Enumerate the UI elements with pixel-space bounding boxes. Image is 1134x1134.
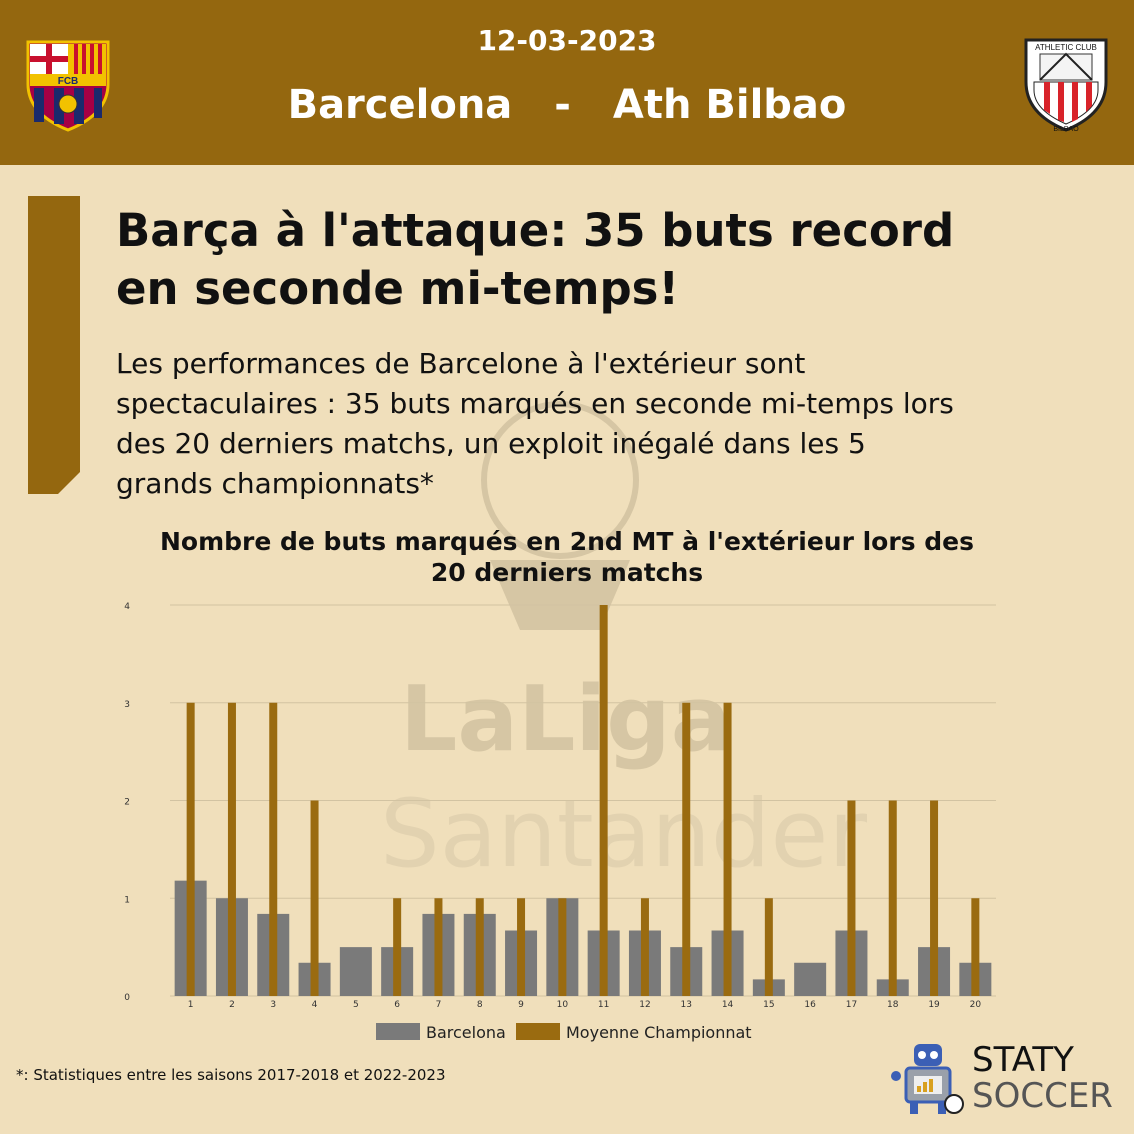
x-tick-label: 18 — [887, 1000, 899, 1010]
description: Les performances de Barcelone à l'extéri… — [116, 344, 1096, 504]
x-tick-label: 19 — [928, 1000, 940, 1010]
x-tick-label: 20 — [970, 1000, 982, 1010]
headline-accent-bar — [28, 196, 80, 494]
legend-swatch-moyenne-championnat — [516, 1023, 560, 1040]
headline-line-1: Barça à l'attaque: 35 buts record — [116, 204, 955, 257]
bar-moyenne-championnat — [764, 898, 773, 996]
x-tick-label: 5 — [353, 1000, 359, 1010]
team-separator: - — [554, 82, 571, 128]
legend-swatch-barcelona — [376, 1023, 420, 1040]
x-tick-label: 14 — [722, 1000, 734, 1010]
brand-line-1: STATY — [972, 1040, 1074, 1080]
x-tick-label: 7 — [436, 1000, 442, 1010]
brand-line-2: SOCCER — [972, 1076, 1113, 1116]
match-teams: Barcelona - Ath Bilbao — [0, 82, 1134, 128]
watermark-laliga-text: LaLiga — [400, 667, 731, 772]
away-team-name: Ath Bilbao — [612, 82, 847, 128]
x-tick-label: 1 — [188, 1000, 194, 1010]
chart-title-line-2: 20 derniers matchs — [430, 558, 704, 587]
x-tick-label: 15 — [763, 1000, 774, 1010]
staty-robot-icon — [891, 1044, 964, 1114]
bar-moyenne-championnat — [723, 702, 732, 996]
athletic-bilbao-crest-icon: ATHLETIC CLUB BILBAO — [1024, 38, 1108, 133]
bar-barcelona — [794, 962, 827, 996]
athletic-crest-bottom-text: BILBAO — [1053, 126, 1079, 133]
bar-moyenne-championnat — [971, 898, 980, 996]
staty-soccer-brand: STATY SOCCER — [972, 1042, 1113, 1114]
bar-moyenne-championnat — [682, 702, 691, 996]
bar-moyenne-championnat — [930, 800, 939, 996]
x-tick-label: 13 — [681, 1000, 692, 1010]
bar-barcelona — [339, 947, 372, 996]
y-tick-label: 0 — [124, 993, 130, 1003]
match-date: 12-03-2023 — [477, 24, 657, 57]
legend-label-barcelona: Barcelona — [426, 1023, 506, 1042]
bar-moyenne-championnat — [558, 898, 567, 996]
bar-moyenne-championnat — [640, 898, 649, 996]
watermark-santander-text: Santander — [380, 780, 867, 880]
y-tick-label: 2 — [124, 798, 130, 808]
description-line-3: des 20 derniers matchs, un exploit inéga… — [116, 427, 866, 460]
y-tick-label: 4 — [124, 602, 130, 612]
headline-line-2: en seconde mi-temps! — [116, 262, 679, 315]
home-team-name: Barcelona — [287, 82, 513, 128]
x-tick-label: 17 — [846, 1000, 857, 1010]
barcelona-crest-text: FCB — [58, 76, 79, 87]
bar-moyenne-championnat — [269, 702, 278, 996]
bar-moyenne-championnat — [475, 898, 484, 996]
x-tick-label: 6 — [394, 1000, 400, 1010]
x-tick-label: 9 — [518, 1000, 524, 1010]
x-tick-label: 4 — [312, 1000, 318, 1010]
y-tick-label: 1 — [124, 895, 130, 905]
x-tick-label: 10 — [557, 1000, 569, 1010]
x-tick-label: 2 — [229, 1000, 235, 1010]
chart-title-line-1: Nombre de buts marqués en 2nd MT à l'ext… — [159, 527, 975, 556]
y-tick-label: 3 — [124, 700, 130, 710]
description-line-4: grands championnats* — [116, 467, 434, 500]
bar-moyenne-championnat — [186, 702, 195, 996]
x-tick-label: 8 — [477, 1000, 483, 1010]
bar-moyenne-championnat — [847, 800, 856, 996]
bar-moyenne-championnat — [434, 898, 443, 996]
bar-moyenne-championnat — [517, 898, 526, 996]
description-line-2: spectaculaires : 35 buts marqués en seco… — [116, 387, 954, 420]
x-tick-label: 12 — [639, 1000, 650, 1010]
header-banner — [0, 0, 1134, 165]
barcelona-crest-icon: FCB — [26, 40, 110, 132]
bar-moyenne-championnat — [888, 800, 897, 996]
bar-moyenne-championnat — [599, 605, 608, 996]
athletic-crest-top-text: ATHLETIC CLUB — [1035, 43, 1097, 52]
bar-moyenne-championnat — [227, 702, 236, 996]
footnote: *: Statistiques entre les saisons 2017-2… — [16, 1066, 446, 1084]
bar-moyenne-championnat — [310, 800, 319, 996]
description-line-1: Les performances de Barcelone à l'extéri… — [116, 347, 806, 380]
x-tick-label: 11 — [598, 1000, 609, 1010]
chart-title: Nombre de buts marqués en 2nd MT à l'ext… — [100, 526, 1034, 588]
headline: Barça à l'attaque: 35 buts record en sec… — [116, 202, 1016, 318]
legend-label-moyenne-championnat: Moyenne Championnat — [566, 1023, 752, 1042]
bar-moyenne-championnat — [393, 898, 402, 996]
x-tick-label: 3 — [270, 1000, 276, 1010]
laliga-watermark-logo: LaLiga Santander — [380, 401, 867, 880]
x-tick-label: 16 — [804, 1000, 816, 1010]
